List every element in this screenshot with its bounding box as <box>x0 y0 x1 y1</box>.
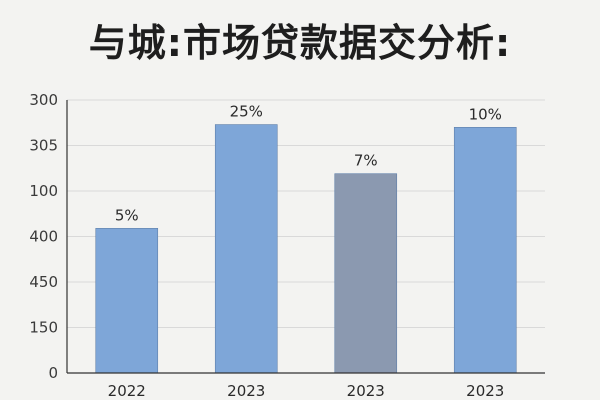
data-label-4: 10% <box>469 105 502 123</box>
x-axis-ticks: 2022 2023 2023 2023 <box>108 382 505 400</box>
data-labels: 5% 25% 7% 10% <box>115 103 502 225</box>
x-tick-label-2: 2023 <box>227 382 265 400</box>
y-tick-label: 100 <box>29 182 58 200</box>
bar-1 <box>95 228 159 374</box>
y-tick-label: 0 <box>48 364 58 382</box>
x-tick-label-4: 2023 <box>466 382 504 400</box>
y-axis-ticks: 300 305 100 400 450 150 0 <box>29 91 58 382</box>
x-tick-label-3: 2023 <box>347 382 385 400</box>
y-tick-label: 450 <box>29 273 58 291</box>
bar-3 <box>334 173 398 374</box>
y-tick-label: 400 <box>29 228 58 246</box>
chart-title: 与城:市场贷款据交分析: <box>88 21 512 65</box>
x-tick-label-1: 2022 <box>108 382 146 400</box>
data-label-2: 25% <box>230 103 263 121</box>
y-tick-label: 150 <box>29 319 58 337</box>
y-tick-label: 305 <box>29 137 58 155</box>
data-label-1: 5% <box>115 206 139 224</box>
bar-2 <box>214 124 278 374</box>
y-tick-label: 300 <box>29 91 58 109</box>
data-label-3: 7% <box>354 152 378 170</box>
bar-4 <box>453 127 517 374</box>
bars <box>95 124 517 374</box>
